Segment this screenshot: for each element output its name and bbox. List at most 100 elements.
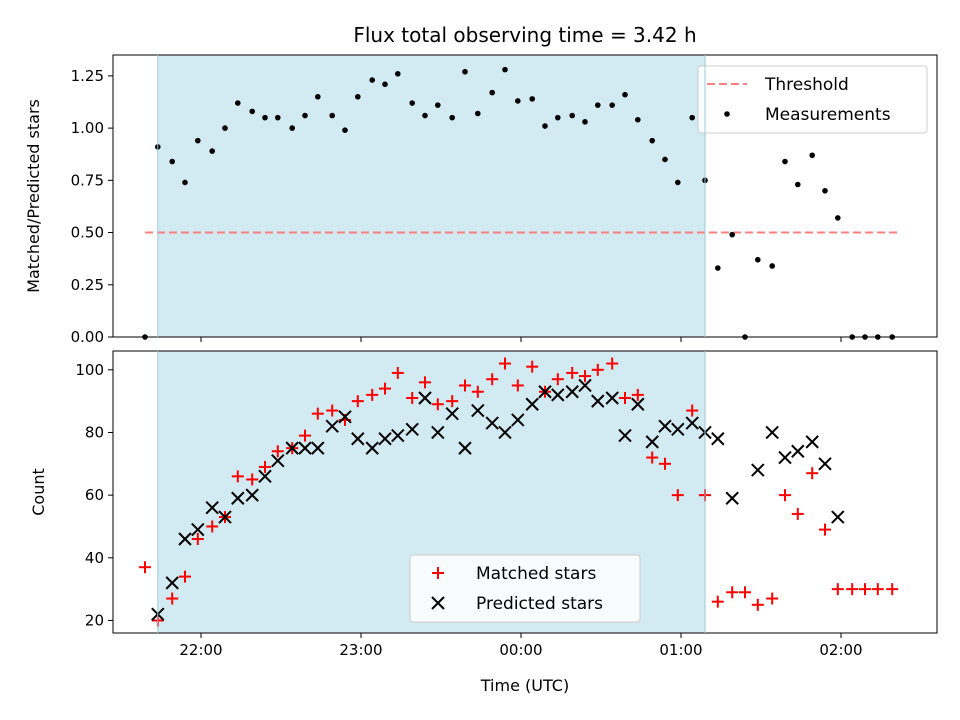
predicted-star-point	[485, 416, 499, 430]
y-tick-label: 0.25	[71, 276, 104, 294]
y-tick-label: 0.50	[71, 224, 104, 242]
measurement-point	[715, 265, 721, 271]
matched-star-point	[591, 363, 604, 376]
predicted-star-point	[165, 576, 179, 590]
bottom-plot-marks	[139, 357, 899, 627]
measurement-point	[369, 77, 376, 83]
predicted-star-point	[525, 397, 539, 411]
matched-star-point	[379, 382, 391, 395]
measurement-point	[209, 148, 215, 154]
predicted-star-point	[631, 397, 645, 411]
legend-predicted-swatch	[431, 596, 445, 610]
predicted-star-point	[658, 419, 672, 433]
legend-matched-label: Matched stars	[476, 564, 596, 584]
measurement-point	[769, 263, 775, 269]
predicted-star-point	[765, 425, 779, 440]
predicted-star-point	[791, 444, 805, 458]
predicted-star-point	[551, 388, 565, 402]
predicted-star-point	[725, 491, 739, 505]
measurement-point	[649, 137, 655, 144]
matched-star-point	[791, 507, 804, 520]
matched-star-point	[419, 376, 431, 389]
matched-star-point	[859, 583, 871, 596]
legend-measurements-swatch	[724, 111, 730, 117]
measurement-point	[622, 91, 628, 98]
legend-predicted-label: Predicted stars	[476, 594, 603, 614]
bottom-panel: 20 40 60 80 100 22:00 23:00 00:00 01:00 02:00 Co…	[29, 350, 938, 695]
measurement-point	[689, 114, 695, 121]
bottom-legend-box	[409, 554, 641, 623]
matched-star-point	[271, 445, 284, 458]
measurement-point	[409, 100, 416, 106]
measurement-point	[235, 100, 241, 106]
matched-star-point	[619, 392, 631, 404]
y-tick-label: 1.25	[71, 67, 104, 85]
measurement-point	[262, 114, 268, 121]
measurement-point	[302, 112, 308, 119]
measurement-point	[355, 93, 361, 100]
predicted-star-point	[218, 510, 232, 524]
matched-star-point	[391, 366, 404, 379]
predicted-star-point	[578, 378, 592, 393]
top-axes-frame	[112, 54, 938, 338]
matched-star-point	[446, 395, 459, 408]
predicted-star-point	[458, 441, 472, 455]
measurement-point	[422, 112, 428, 119]
matched-star-point	[191, 533, 204, 545]
top-legend: Threshold Measurements	[697, 65, 928, 134]
measurement-point	[182, 179, 188, 186]
measurement-point	[395, 71, 401, 77]
measurement-point	[462, 68, 468, 75]
matched-star-point	[139, 561, 151, 574]
matched-star-point	[551, 373, 564, 386]
matched-star-point	[231, 470, 244, 483]
predicted-star-point	[645, 435, 659, 449]
measurement-point	[782, 158, 788, 165]
top-x-axis-ticks	[200, 337, 842, 342]
y-tick-label: 100	[75, 361, 104, 379]
predicted-star-point	[711, 432, 725, 446]
measurement-point	[595, 102, 601, 108]
measurement-point	[475, 110, 481, 117]
matched-star-point	[871, 583, 884, 596]
measurement-point	[675, 179, 681, 186]
measurement-point	[342, 127, 348, 133]
matched-star-point	[166, 592, 179, 605]
matched-star-point	[766, 592, 779, 605]
predicted-star-point	[805, 435, 819, 449]
top-y-axis-label: Matched/Predicted stars	[24, 99, 43, 293]
matched-star-point	[739, 586, 751, 599]
predicted-star-point	[285, 441, 299, 455]
y-tick-label: 20	[85, 611, 104, 629]
matched-star-point	[366, 388, 379, 401]
matched-star-point	[886, 583, 899, 596]
bottom-y-axis-ticks: 20 40 60 80 100	[75, 361, 113, 629]
measurement-point	[222, 125, 228, 131]
predicted-star-point	[311, 441, 325, 455]
predicted-star-point	[565, 385, 579, 399]
predicted-star-point	[818, 457, 832, 471]
measurement-point	[582, 119, 588, 125]
matched-star-point	[686, 404, 699, 417]
matched-star-point	[499, 357, 511, 370]
matched-star-point	[819, 523, 831, 536]
y-tick-label: 40	[85, 549, 104, 567]
predicted-star-point	[298, 441, 312, 455]
y-tick-label: 80	[85, 423, 104, 441]
matched-star-point	[486, 373, 499, 386]
observing-window-shade	[157, 55, 706, 337]
predicted-star-point	[511, 413, 525, 427]
predicted-star-point	[605, 391, 619, 405]
measurement-point	[835, 215, 841, 221]
top-panel: 0.00 0.25 0.50 0.75 1.00 1.25 Flux total obse…	[24, 23, 938, 346]
matched-star-point	[459, 379, 471, 392]
measurement-point	[435, 102, 441, 108]
matched-star-point	[631, 388, 644, 401]
measurement-point	[755, 256, 761, 263]
measurement-point	[729, 231, 735, 238]
matched-star-point	[431, 398, 444, 411]
matched-star-point	[246, 473, 259, 486]
measurement-point	[609, 102, 615, 108]
measurement-point	[809, 152, 815, 159]
